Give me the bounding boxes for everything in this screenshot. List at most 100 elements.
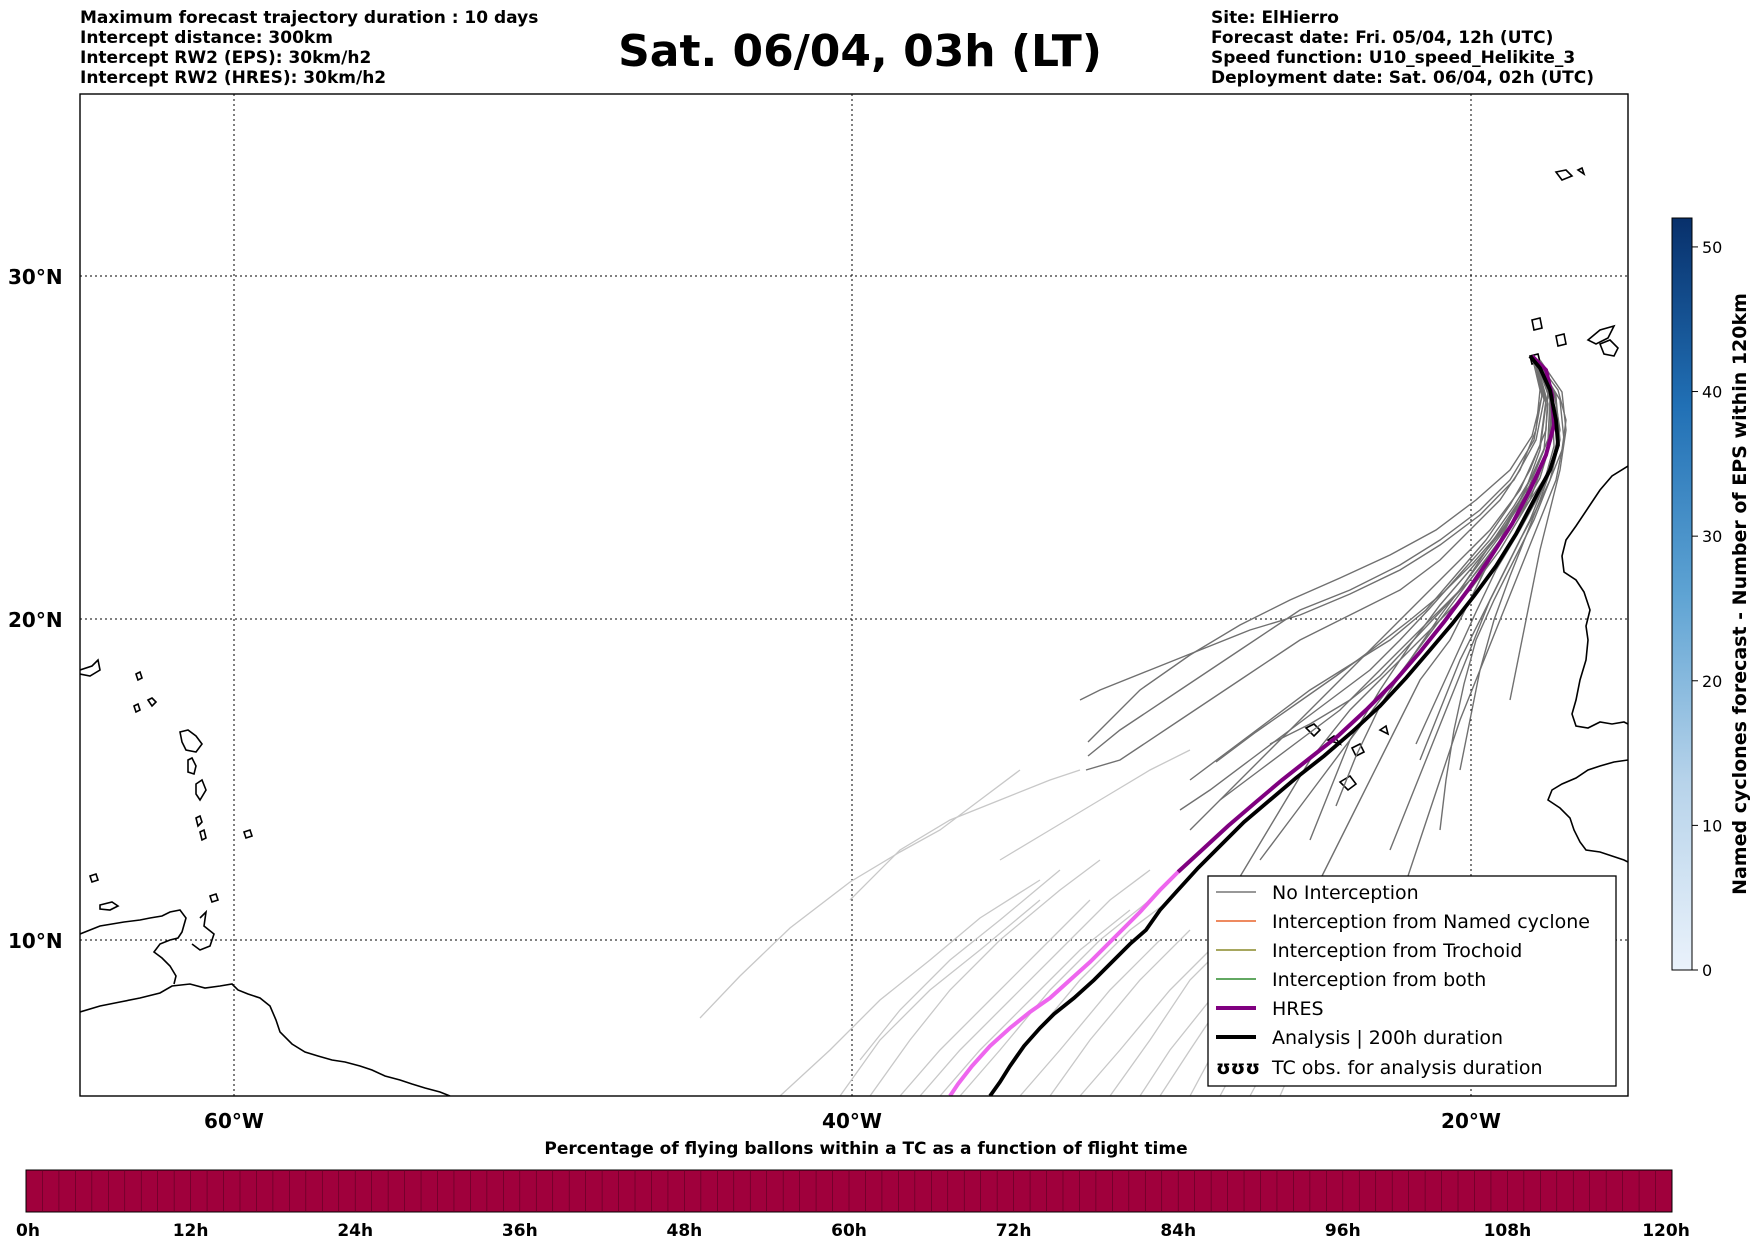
trajectory-eps xyxy=(1509,359,1567,701)
legend-label: Interception from Trochoid xyxy=(1272,940,1522,962)
trajectory-eps xyxy=(1079,359,1545,701)
coast-cape-verde-3 xyxy=(1350,742,1366,758)
coast-madeira-2 xyxy=(1576,166,1586,176)
coast-antilles-10 xyxy=(88,872,100,884)
colorbar-right: 0 10 20 30 40 50 Named cyclones forecast… xyxy=(1671,217,1751,980)
trajectory-late xyxy=(999,749,1191,861)
trajectory-eps xyxy=(1309,359,1547,841)
trajectory-late xyxy=(1019,939,1161,1096)
trajectory-hres-late xyxy=(948,870,1180,1096)
coast-antilles-8 xyxy=(199,828,207,842)
legend-box xyxy=(1207,875,1617,1087)
trajectory-eps xyxy=(1335,359,1549,807)
coast-africa xyxy=(1561,465,1628,729)
colorbar-bottom-tick: 84h xyxy=(1160,1221,1196,1241)
header-right-info: Site: ElHierro Forecast date: Fri. 05/04… xyxy=(1211,8,1594,88)
trajectory-late xyxy=(1049,929,1191,1096)
lat-label: 30°N xyxy=(8,265,63,289)
colorbar-tick-label: 20 xyxy=(1702,672,1722,691)
coast-antilles-3 xyxy=(146,697,158,708)
lat-label: 20°N xyxy=(8,608,63,632)
header-left-line: Intercept distance: 300km xyxy=(80,28,333,48)
colorbar-tick-label: 0 xyxy=(1702,961,1712,980)
header-right-line: Site: ElHierro xyxy=(1211,8,1339,28)
colorbar-bottom-segments xyxy=(42,1170,1656,1212)
coast-trinidad xyxy=(191,909,215,951)
trajectory-late xyxy=(899,899,1091,1096)
trajectory-late xyxy=(859,869,1061,1061)
coast-antilles-11 xyxy=(208,892,220,904)
colorbar-bottom-tick: 12h xyxy=(173,1221,209,1241)
colorbar-right-ticks: 0 10 20 30 40 50 xyxy=(1692,238,1722,980)
coast-south-america xyxy=(80,983,451,1096)
lat-label: 10°N xyxy=(8,929,63,953)
coast-cape-verde-2 xyxy=(1326,734,1343,746)
coast-antilles-12 xyxy=(133,702,141,714)
coast-canary-fv xyxy=(1598,339,1619,357)
header-right-line: Speed function: U10_speed_Helikite_3 xyxy=(1211,48,1576,68)
colorbar-tick-label: 50 xyxy=(1702,238,1722,257)
colorbar-bottom-tick: 24h xyxy=(337,1221,373,1241)
coast-antilles-4 xyxy=(179,729,203,753)
tc-obs-icon: ʊʊʊ xyxy=(1216,1057,1260,1079)
trajectory-eps xyxy=(1439,359,1561,831)
trajectory-eps xyxy=(1085,355,1541,771)
trajectory-late xyxy=(959,899,1151,1096)
colorbar-bottom-tick: 0h xyxy=(16,1221,40,1241)
legend-label: Interception from Named cyclone xyxy=(1272,911,1590,933)
lon-label: 60°W xyxy=(204,1109,264,1133)
colorbar-bottom-tick: 96h xyxy=(1325,1221,1361,1241)
colorbar-bottom-tick: 36h xyxy=(502,1221,538,1241)
colorbar-tick-label: 30 xyxy=(1702,527,1722,546)
trajectory-late xyxy=(779,879,1041,1096)
colorbar-tick-label: 10 xyxy=(1702,816,1722,835)
trajectory-analysis xyxy=(988,354,1560,1096)
legend-label: HRES xyxy=(1272,998,1324,1020)
trajectory-late xyxy=(1079,949,1211,1096)
colorbar-bottom: Percentage of flying ballons within a TC… xyxy=(16,1139,1690,1241)
trajectory-eps xyxy=(1087,357,1543,757)
trajectory-late xyxy=(699,769,1021,1019)
colorbar-bottom-tick: 120h xyxy=(1642,1221,1690,1241)
coast-canary-gomera xyxy=(1531,317,1543,331)
colorbar-bottom-ticks: 0h 12h 24h 36h 48h 60h 72h 84h 96h 108h … xyxy=(16,1221,1690,1241)
coast-madeira xyxy=(1554,169,1574,181)
legend-label: TC obs. for analysis duration xyxy=(1271,1057,1543,1079)
legend-label: Interception from both xyxy=(1272,969,1486,991)
coast-canary-gc xyxy=(1555,333,1567,347)
lon-label: 20°W xyxy=(1441,1109,1501,1133)
colorbar-right-label: Named cyclones forecast - Number of EPS … xyxy=(1729,293,1751,895)
header-left-line: Intercept RW2 (HRES): 30km/h2 xyxy=(80,68,387,88)
header-left-line: Maximum forecast trajectory duration : 1… xyxy=(80,8,539,28)
header-right-line: Deployment date: Sat. 06/04, 02h (UTC) xyxy=(1211,68,1595,88)
coast-antilles-5 xyxy=(187,756,197,776)
trajectory-late xyxy=(939,909,1131,1096)
trajectory-late xyxy=(869,859,1101,1096)
colorbar-bottom-tick: 48h xyxy=(667,1221,703,1241)
lon-label: 40°W xyxy=(822,1109,882,1133)
trajectory-late xyxy=(849,769,1081,901)
colorbar-bottom-tick: 108h xyxy=(1484,1221,1532,1241)
coastlines xyxy=(80,166,1628,1096)
coast-canary-lanzarote xyxy=(1586,324,1616,345)
trajectory-late xyxy=(919,869,1151,1096)
header-right-line: Forecast date: Fri. 05/04, 12h (UTC) xyxy=(1211,28,1554,48)
coast-antilles-1 xyxy=(80,658,101,677)
legend: No Interception Interception from Named … xyxy=(1207,875,1617,1087)
page-title: Sat. 06/04, 03h (LT) xyxy=(618,26,1102,77)
trajectory-late xyxy=(839,899,1041,1096)
coast-cape-verde-5 xyxy=(1378,724,1390,736)
legend-label: Analysis | 200h duration xyxy=(1272,1027,1503,1049)
coast-antilles-7 xyxy=(195,814,203,828)
colorbar-bottom-title: Percentage of flying ballons within a TC… xyxy=(544,1139,1187,1159)
coast-venezuela-west xyxy=(80,909,187,985)
coast-antilles-6 xyxy=(195,778,207,802)
trajectory-eps xyxy=(1399,359,1565,901)
legend-label: No Interception xyxy=(1272,882,1419,904)
header-left-line: Intercept RW2 (EPS): 30km/h2 xyxy=(80,48,372,68)
colorbar-right-gradient xyxy=(1671,217,1693,971)
trajectory-eps xyxy=(1189,359,1549,781)
header-left-info: Maximum forecast trajectory duration : 1… xyxy=(80,8,538,88)
coast-antilles-9 xyxy=(242,828,254,840)
